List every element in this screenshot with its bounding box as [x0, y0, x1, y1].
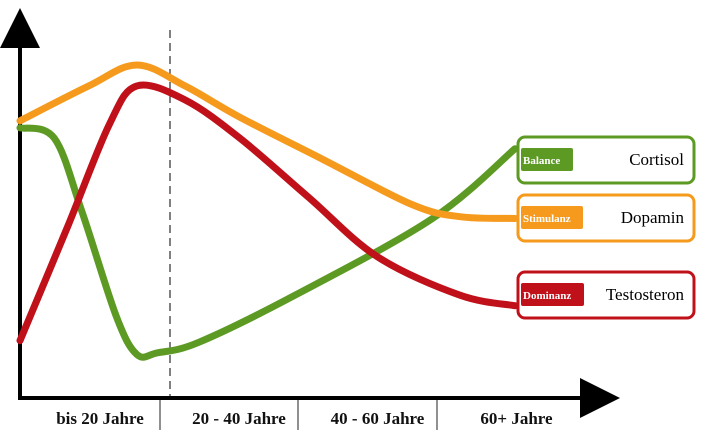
legend-item-cortisol: Balance Cortisol: [516, 135, 696, 185]
legend-tag-label: Stimulanz: [523, 213, 571, 225]
legend-tag-background: [521, 283, 584, 306]
legend-series-name: Dopamin: [621, 208, 685, 227]
legend-series-name: Cortisol: [629, 150, 684, 169]
series-lines: [16, 61, 519, 361]
legend-tag-background: [521, 206, 583, 229]
x-tick-label: 40 - 60 Jahre: [331, 409, 425, 428]
axes: [0, 8, 620, 418]
legend-tag-label: Dominanz: [523, 290, 571, 302]
x-tick-label: 60+ Jahre: [480, 409, 553, 428]
x-tick-label: 20 - 40 Jahre: [192, 409, 286, 428]
legend-tag-background: [521, 148, 573, 171]
x-tick-label: bis 20 Jahre: [56, 409, 144, 428]
legend-tag-label: Balance: [523, 155, 560, 167]
legend-item-testosteron: Dominanz Testosteron: [516, 270, 696, 320]
series-line-dopamin: [16, 61, 519, 222]
legend: Balance Cortisol Stimulanz Dopamin Dominanz T…: [516, 135, 696, 320]
legend-item-dopamin: Stimulanz Dopamin: [516, 193, 696, 243]
x-ticks: bis 20 Jahre 20 - 40 Jahre 40 - 60 Jahre 60…: [56, 400, 553, 430]
legend-series-name: Testosteron: [606, 285, 685, 304]
series-line-cortisol: [16, 124, 519, 361]
series-line-testosteron: [16, 81, 519, 345]
